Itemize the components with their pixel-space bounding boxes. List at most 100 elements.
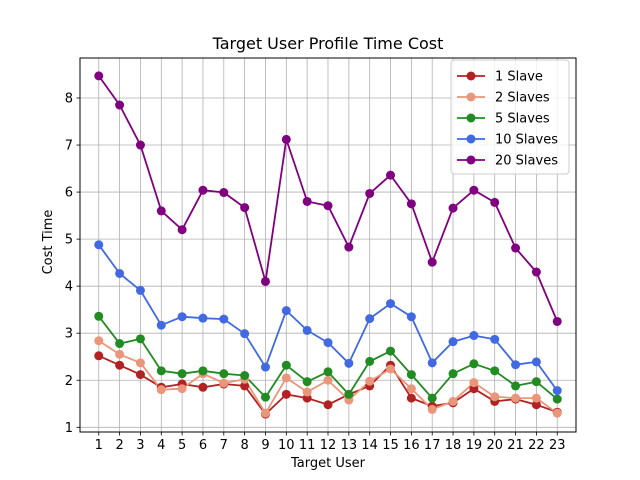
legend-label: 10 Slaves — [495, 133, 558, 148]
series-markers — [94, 71, 562, 419]
legend-label: 1 Slave — [495, 70, 543, 85]
data-point — [365, 376, 375, 386]
data-point — [260, 408, 270, 418]
data-point — [406, 393, 416, 403]
x-tick-label: 7 — [220, 438, 228, 453]
data-point — [365, 188, 375, 198]
data-point — [511, 393, 521, 403]
legend-swatch-marker — [466, 134, 476, 144]
data-point — [281, 389, 291, 399]
data-point — [469, 378, 479, 388]
data-point — [323, 201, 333, 211]
data-point — [115, 339, 125, 349]
x-tick-label: 17 — [424, 438, 441, 453]
y-tick-label: 1 — [65, 421, 73, 436]
data-point — [302, 387, 312, 397]
y-tick-label: 3 — [65, 327, 73, 342]
data-point — [302, 377, 312, 387]
y-tick-label: 8 — [65, 91, 73, 106]
data-point — [490, 197, 500, 207]
data-point — [219, 378, 229, 388]
x-axis-label: Target User — [290, 456, 366, 471]
data-point — [281, 373, 291, 383]
x-tick-label: 4 — [157, 438, 165, 453]
x-axis-ticks: 1 2 3 4 5 6 7 8 9 10 11 12 13 14 15 16 17 18 19 20 21 22 23 — [95, 432, 566, 453]
y-tick-label: 7 — [65, 139, 73, 154]
x-tick-label: 6 — [199, 438, 207, 453]
x-tick-label: 9 — [261, 438, 269, 453]
legend-label: 5 Slaves — [495, 112, 550, 127]
data-point — [240, 381, 250, 391]
x-tick-label: 12 — [320, 438, 337, 453]
x-tick-label: 18 — [445, 438, 462, 453]
y-tick-label: 4 — [65, 280, 73, 295]
data-point — [490, 392, 500, 402]
x-tick-label: 20 — [486, 438, 503, 453]
data-point — [490, 366, 500, 376]
data-point — [365, 356, 375, 366]
data-point — [386, 170, 396, 180]
data-point — [156, 206, 166, 216]
data-point — [531, 377, 541, 387]
data-point — [260, 276, 270, 286]
y-tick-label: 5 — [65, 233, 73, 248]
data-point — [94, 311, 104, 321]
legend-box — [450, 59, 570, 175]
x-tick-label: 2 — [115, 438, 123, 453]
data-point — [198, 382, 208, 392]
data-point — [427, 393, 437, 403]
x-tick-label: 16 — [403, 438, 420, 453]
data-point — [552, 408, 562, 418]
y-axis-ticks: 1 2 3 4 5 6 7 8 — [65, 91, 80, 436]
data-point — [344, 358, 354, 368]
data-point — [115, 360, 125, 370]
data-point — [386, 346, 396, 356]
x-tick-label: 11 — [299, 438, 316, 453]
data-point — [552, 316, 562, 326]
data-point — [448, 369, 458, 379]
data-point — [531, 357, 541, 367]
data-point — [198, 366, 208, 376]
data-point — [323, 375, 333, 385]
data-point — [386, 299, 396, 309]
data-point — [344, 389, 354, 399]
data-point — [115, 100, 125, 110]
data-point — [156, 320, 166, 330]
data-point — [511, 360, 521, 370]
data-point — [177, 369, 187, 379]
data-point — [94, 71, 104, 81]
data-point — [427, 257, 437, 267]
legend-swatch-marker — [466, 92, 476, 102]
data-point — [177, 225, 187, 235]
data-point — [448, 337, 458, 347]
data-point — [135, 334, 145, 344]
data-point — [281, 134, 291, 144]
data-point — [240, 329, 250, 339]
data-point — [552, 394, 562, 404]
data-point — [323, 367, 333, 377]
data-point — [427, 358, 437, 368]
data-point — [302, 196, 312, 206]
data-point — [198, 313, 208, 323]
legend-swatch-marker — [466, 71, 476, 81]
data-point — [406, 199, 416, 209]
x-tick-label: 21 — [507, 438, 524, 453]
data-point — [302, 325, 312, 335]
x-tick-label: 22 — [528, 438, 545, 453]
x-tick-label: 3 — [136, 438, 144, 453]
legend-label: 20 Slaves — [495, 154, 558, 169]
data-point — [469, 331, 479, 341]
y-tick-label: 6 — [65, 186, 73, 201]
data-point — [281, 306, 291, 316]
x-tick-label: 15 — [382, 438, 399, 453]
data-point — [94, 240, 104, 250]
data-point — [344, 242, 354, 252]
x-tick-label: 13 — [341, 438, 358, 453]
data-point — [531, 393, 541, 403]
x-tick-label: 1 — [95, 438, 103, 453]
data-point — [240, 371, 250, 381]
data-point — [156, 385, 166, 395]
data-point — [135, 285, 145, 295]
data-point — [219, 314, 229, 324]
